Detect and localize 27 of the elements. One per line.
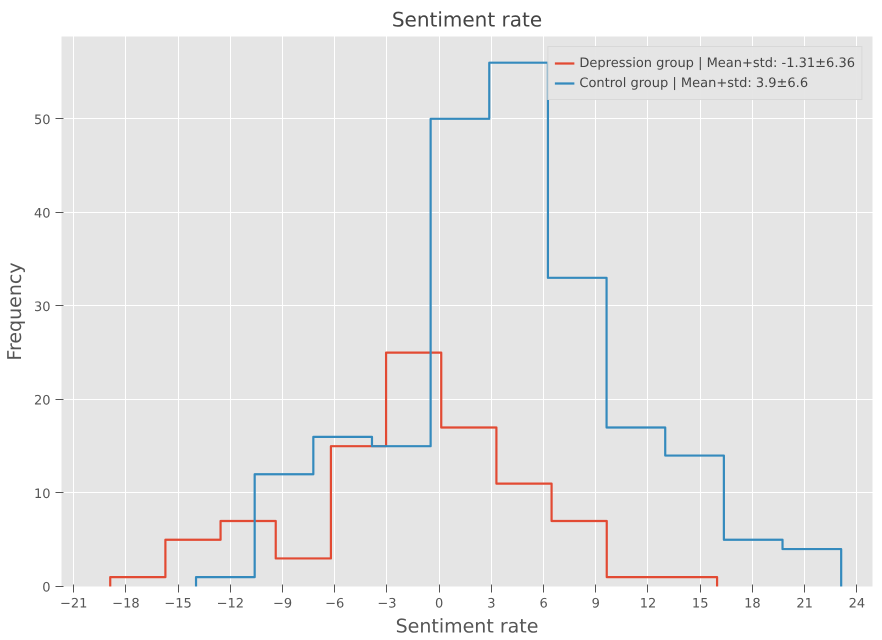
x-tick-label: 3 bbox=[487, 596, 496, 612]
x-tick-label: 24 bbox=[848, 596, 866, 612]
y-tick-label: 30 bbox=[34, 300, 51, 315]
x-tick-label: −15 bbox=[164, 596, 192, 612]
x-tick-label: −12 bbox=[216, 596, 244, 612]
y-tick-label: 50 bbox=[34, 112, 51, 128]
x-tick-label: 18 bbox=[744, 596, 761, 612]
x-tick-label: −21 bbox=[60, 596, 88, 612]
chart-title: Sentiment rate bbox=[392, 8, 542, 32]
y-tick-label: 20 bbox=[34, 393, 51, 408]
y-axis-title: Frequency bbox=[4, 262, 26, 361]
x-tick-label: −18 bbox=[112, 596, 140, 612]
x-tick-label: 0 bbox=[435, 596, 444, 612]
x-tick-label: 12 bbox=[640, 596, 656, 612]
x-tick-label: −6 bbox=[325, 596, 344, 612]
x-tick-label: 6 bbox=[539, 596, 548, 612]
y-tick-label: 0 bbox=[42, 580, 51, 596]
x-tick-label: −9 bbox=[272, 596, 292, 612]
x-tick-label: 15 bbox=[692, 596, 708, 612]
x-tick-label: −3 bbox=[377, 596, 397, 612]
legend-label: Control group | Mean+std: 3.9±6.6 bbox=[579, 76, 808, 90]
x-axis-title: Sentiment rate bbox=[396, 616, 538, 638]
x-tick-label: 9 bbox=[592, 596, 600, 612]
y-tick-label: 10 bbox=[34, 486, 51, 502]
y-tick-label: 40 bbox=[34, 206, 51, 222]
legend-label: Depression group | Mean+std: -1.31±6.36 bbox=[579, 56, 855, 70]
x-tick-label: 21 bbox=[796, 596, 813, 612]
